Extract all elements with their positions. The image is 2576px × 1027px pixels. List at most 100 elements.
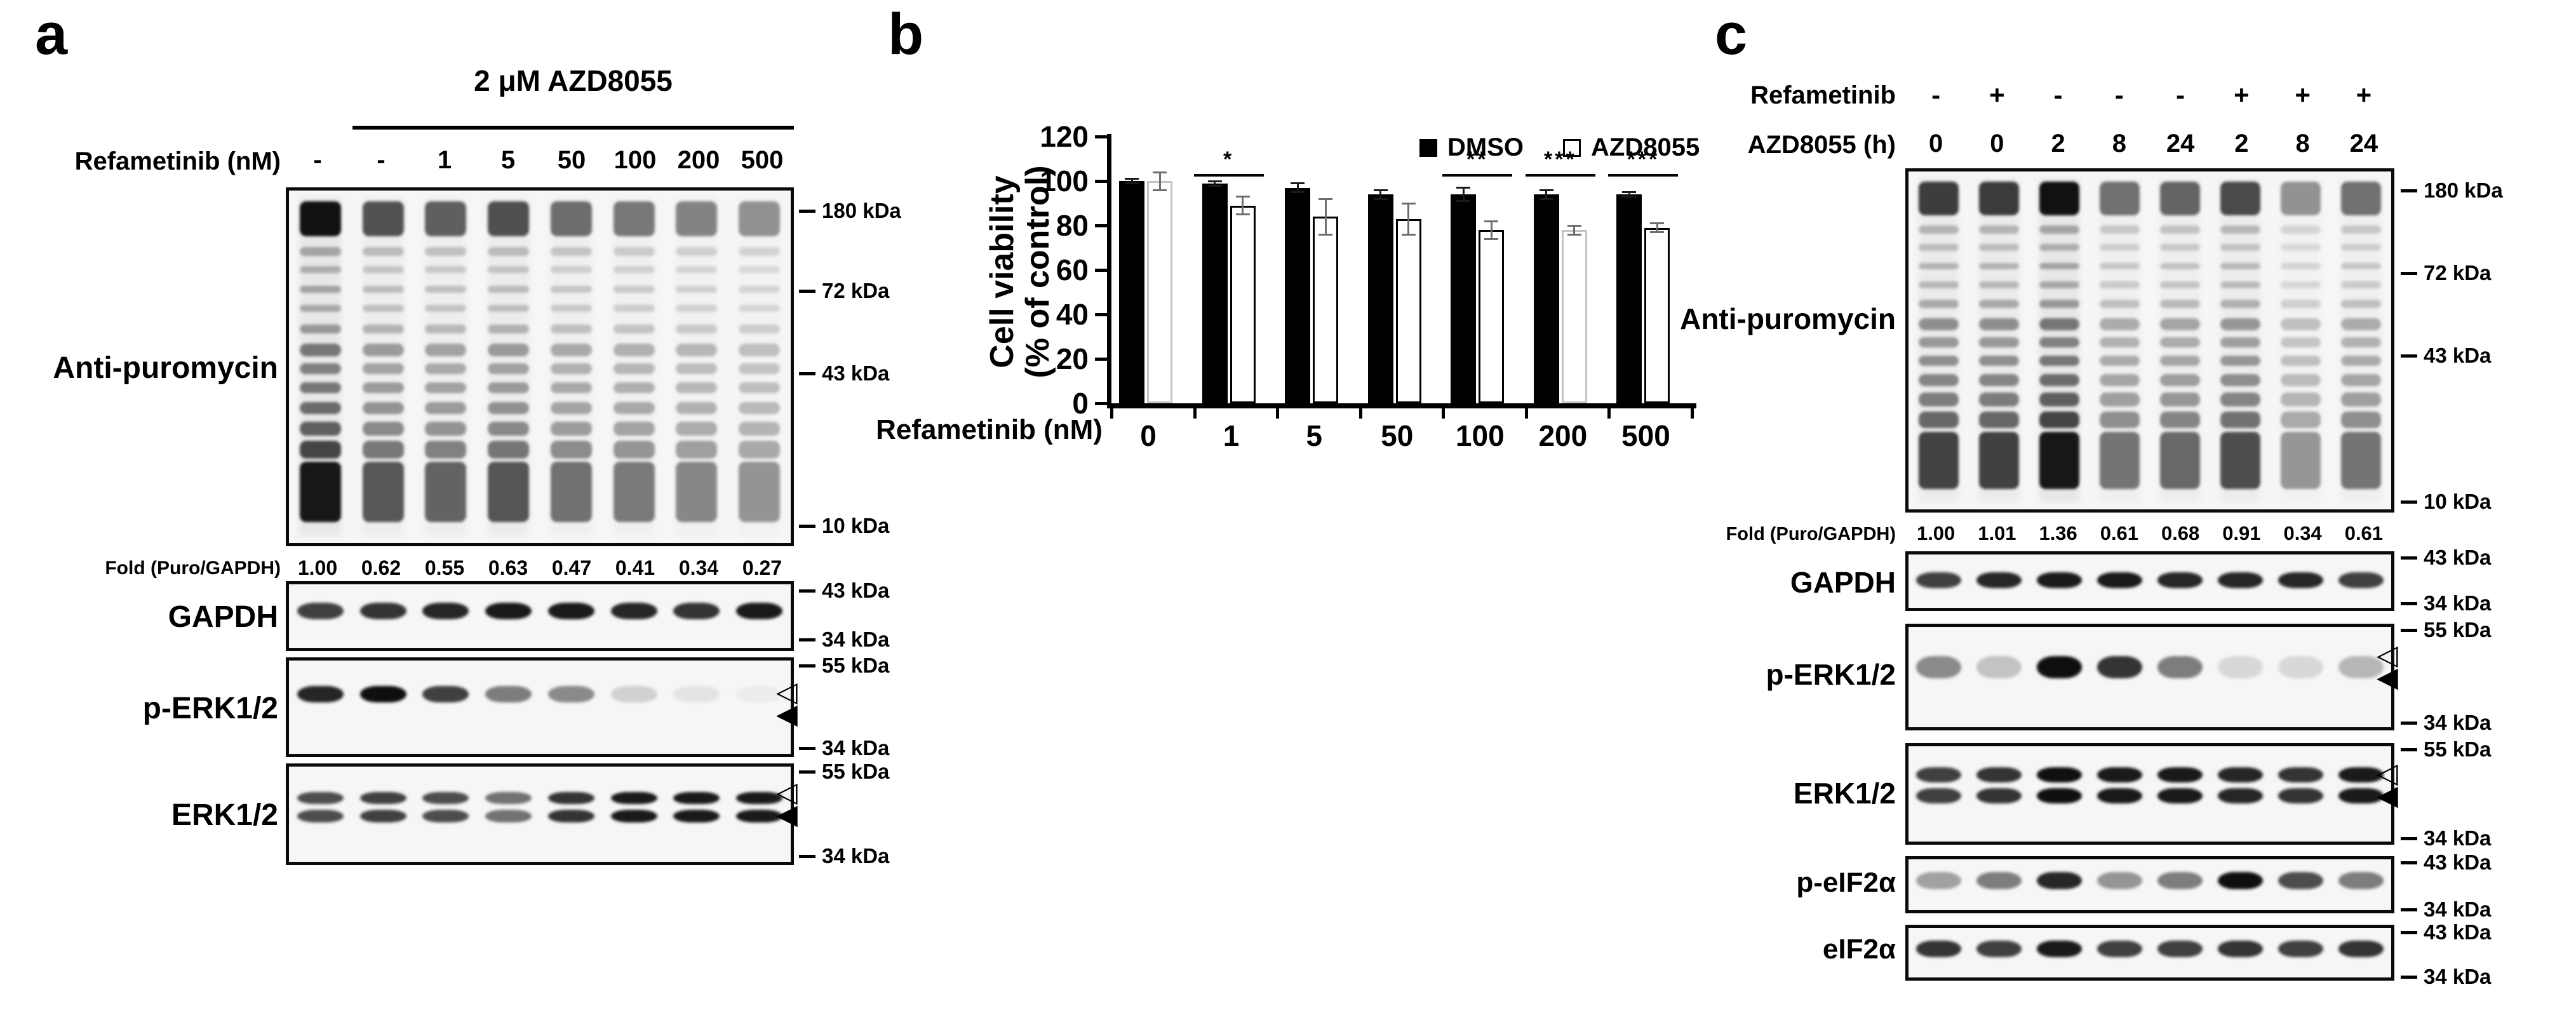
blot-band [1919,355,1959,366]
blot-band [425,402,467,415]
marker-dash-icon [799,664,815,668]
lane-fold-value: 0.41 [615,556,655,579]
blot-band [739,305,781,312]
error-bar-cap [1153,171,1167,173]
panel-a-erk-blot [286,763,794,865]
chart-y-tick-label: 0 [1072,387,1089,420]
blot-band [676,201,718,237]
blot-band [550,285,592,293]
blot-band [1979,244,2019,251]
blot-band [1976,572,2022,588]
error-bar-cap [1622,191,1637,193]
kda-marker: 34 kDa [2401,591,2491,616]
lane-refametinib-value: - [1931,80,1941,110]
lane-fold-value: 0.91 [2222,522,2261,544]
chart-x-tick [1358,408,1362,419]
blot-band [2218,872,2263,890]
significance-line [1442,174,1513,177]
blot-band [2281,262,2321,270]
lane-fold-value: 1.36 [2039,522,2077,544]
marker-dash-icon [2401,930,2417,934]
blot-band [488,285,530,293]
error-bar [1379,190,1382,199]
dmso-legend-swatch-icon [1419,138,1437,157]
lane-dose-value: 5 [500,146,516,174]
blot-band [550,462,592,522]
blot-band [1916,655,1961,678]
marker-label: 72 kDa [2424,261,2492,285]
blot-band [547,791,594,805]
chart-x-tick [1442,408,1446,419]
dmso-legend-label: DMSO [1447,133,1524,161]
azd8055-bar [1479,230,1505,403]
kda-marker: 180 kDa [2401,178,2503,203]
blot-band [362,462,404,522]
marker-label: 34 kDa [2424,897,2492,921]
blot-band [2100,411,2140,429]
blot-band [2218,655,2263,678]
blot-band [2160,181,2200,216]
blot-band [1979,411,2019,429]
blot-band [2157,572,2203,588]
blot-band [739,266,781,274]
error-bar-cap [1456,200,1471,202]
blot-band [2281,337,2321,347]
lane-azd-hours-value: 8 [2112,130,2126,158]
kda-marker: 34 kDa [799,843,889,869]
blot-band [2220,393,2260,406]
blot-band [2281,411,2321,429]
blot-band [2341,244,2381,251]
blot-band [2039,225,2079,234]
lane-refametinib-value: - [2176,80,2185,110]
blot-band [2341,225,2381,234]
blot-band [1919,281,1959,288]
blot-band [2097,872,2142,890]
error-bar-cap [1401,202,1416,205]
error-bar-cap [1567,233,1581,236]
blot-band [488,201,530,237]
blot-band [362,266,404,274]
panel-c-p-erk-label: p-ERK1/2 [1766,658,1896,691]
error-bar-cap [1539,198,1553,200]
blot-band [736,603,783,619]
blot-band [362,285,404,293]
blot-band [2281,431,2321,490]
error-bar [1242,196,1244,215]
blot-band [2220,355,2260,366]
marker-dash-icon [2401,500,2417,504]
chart-x-tick-label: 5 [1306,419,1322,452]
open-left-arrowhead-icon: ◁ [776,676,798,708]
blot-band [676,324,718,333]
blot-band [2039,374,2079,386]
blot-band [297,685,344,703]
panel-a-dose-row-label: Refametinib (nM) [74,147,281,175]
blot-band [613,344,655,356]
blot-band [613,363,655,374]
chart-y-tick [1095,402,1108,405]
blot-band [488,344,530,356]
error-bar-cap [1373,198,1388,200]
blot-band [1976,655,2022,678]
blot-band [2100,225,2140,234]
blot-band [1919,225,1959,234]
error-bar-cap [1539,189,1553,191]
kda-marker: 72 kDa [799,278,889,304]
blot-band [1919,181,1959,216]
panel-a-p-erk-label: p-ERK1/2 [142,692,278,725]
blot-band [425,246,467,256]
lane-refametinib-value: + [2356,80,2372,110]
blot-band [425,441,467,459]
marker-label: 43 kDa [2424,920,2492,944]
blot-band [2220,225,2260,234]
significance-line [1193,174,1264,177]
blot-band [2341,355,2381,366]
dmso-bar [1202,183,1228,403]
blot-band [425,462,467,522]
blot-band [299,266,341,274]
blot-band [547,603,594,619]
lane-fold-value: 0.55 [424,556,465,579]
blot-band [359,791,406,805]
dmso-bar [1119,181,1144,403]
panel-c-p-eif2a-label: p-eIF2α [1796,867,1896,898]
blot-band [1976,872,2022,890]
